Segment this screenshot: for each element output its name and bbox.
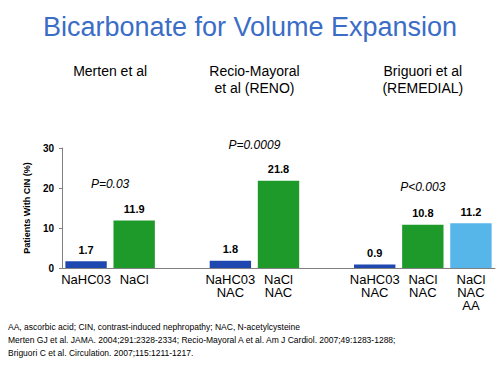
svg-text:Patients With CIN (%): Patients With CIN (%) [22,162,32,253]
svg-text:P=0.03: P=0.03 [91,177,130,191]
svg-text:30: 30 [43,143,55,154]
svg-text:1.8: 1.8 [223,243,238,255]
svg-text:NaHC03: NaHC03 [205,272,256,287]
svg-text:NaCl: NaCl [408,272,438,287]
svg-text:P<0.003: P<0.003 [400,180,445,194]
svg-text:21.8: 21.8 [268,163,289,175]
svg-text:AA, ascorbic acid; CIN, contra: AA, ascorbic acid; CIN, contrast-induced… [8,322,300,332]
svg-text:Merten GJ et al. JAMA. 2004;29: Merten GJ et al. JAMA. 2004;291:2328-233… [8,335,395,345]
svg-text:Briguori C et al. Circulation.: Briguori C et al. Circulation. 2007;115:… [8,348,193,358]
svg-text:NaCl: NaCl [120,272,149,287]
svg-text:0: 0 [48,263,54,274]
svg-text:NAC: NAC [217,285,244,300]
svg-text:10: 10 [43,223,55,234]
svg-text:1.7: 1.7 [78,244,93,256]
svg-text:20: 20 [43,183,55,194]
svg-text:P=0.0009: P=0.0009 [229,138,281,152]
svg-text:10.8: 10.8 [412,207,433,219]
svg-text:Briguori et al: Briguori et al [384,63,463,79]
svg-text:AA: AA [462,298,480,313]
svg-text:(REMEDIAL): (REMEDIAL) [382,80,463,96]
svg-text:NaCl: NaCl [456,272,486,287]
svg-text:11.9: 11.9 [124,203,145,215]
svg-text:NAC: NAC [361,285,388,300]
svg-text:NaHC03: NaHC03 [61,272,111,287]
svg-text:Bicarbonate for Volume Expansi: Bicarbonate for Volume Expansion [43,12,457,42]
svg-text:et al (RENO): et al (RENO) [214,80,294,96]
svg-text:NAC: NAC [265,285,292,300]
svg-text:11.2: 11.2 [461,206,482,218]
svg-text:0.9: 0.9 [367,247,382,259]
svg-text:Merten et al: Merten et al [73,63,147,79]
svg-text:NaHC03: NaHC03 [349,272,400,287]
svg-text:NaCl: NaCl [264,272,293,287]
svg-text:NAC: NAC [409,285,436,300]
svg-text:Recio-Mayoral: Recio-Mayoral [209,63,299,79]
svg-text:NAC: NAC [457,285,485,300]
